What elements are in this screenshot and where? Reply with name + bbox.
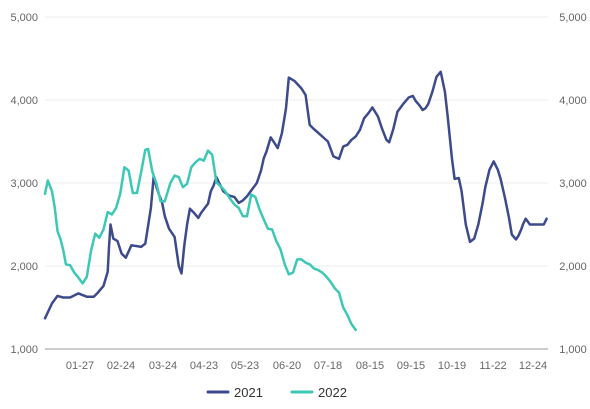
series-line-2022 bbox=[43, 147, 357, 332]
x-tick-label: 12-24 bbox=[519, 360, 547, 372]
x-tick-label: 07-18 bbox=[314, 360, 342, 372]
x-tick-label: 09-15 bbox=[397, 360, 425, 372]
y-tick-label-right: 4,000 bbox=[559, 95, 587, 107]
x-tick-label: 02-24 bbox=[107, 360, 135, 372]
y-tick-label-right: 3,000 bbox=[559, 178, 587, 190]
x-tick-label: 11-22 bbox=[479, 360, 506, 372]
y-tick-label-left: 1,000 bbox=[10, 344, 38, 356]
y-tick-label-left: 3,000 bbox=[10, 178, 38, 190]
y-tick-label-left: 2,000 bbox=[10, 261, 38, 273]
x-tick-label: 03-24 bbox=[149, 360, 177, 372]
y-tick-label-right: 2,000 bbox=[559, 261, 587, 273]
x-tick-label: 04-23 bbox=[190, 360, 218, 372]
y-tick-label-left: 5,000 bbox=[10, 12, 38, 24]
x-tick-label: 08-15 bbox=[356, 360, 384, 372]
y-tick-label-left: 4,000 bbox=[10, 95, 38, 107]
x-tick-label: 06-20 bbox=[273, 360, 301, 372]
series-line-2021 bbox=[43, 70, 548, 320]
x-tick-label: 10-19 bbox=[438, 360, 466, 372]
legend-label-2021: 2021 bbox=[234, 385, 263, 400]
x-tick-label: 05-23 bbox=[231, 360, 259, 372]
y-tick-label-right: 1,000 bbox=[559, 344, 587, 356]
x-tick-label: 01-27 bbox=[66, 360, 94, 372]
y-tick-label-right: 5,000 bbox=[559, 12, 587, 24]
legend-label-2022: 2022 bbox=[318, 385, 347, 400]
